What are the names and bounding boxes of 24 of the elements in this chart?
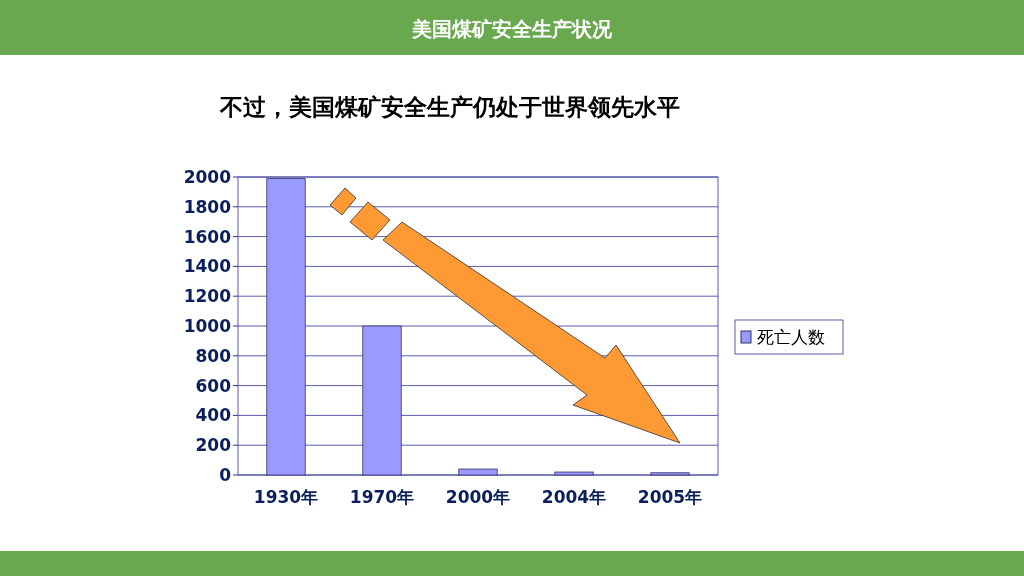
y-tick-label: 400 [195,405,232,426]
y-tick-label: 1400 [183,256,232,277]
legend-label: 死亡人数 [757,327,825,347]
bar [458,468,498,476]
y-tick-label: 0 [219,464,232,485]
bar [554,471,594,476]
y-tick-label: 1200 [183,286,232,307]
chart-subtitle: 不过，美国煤矿安全生产仍处于世界领先水平 [219,94,680,120]
y-tick-label: 600 [195,375,232,396]
bar [650,472,690,476]
x-tick-label: 2000年 [445,487,511,507]
y-tick-label: 1600 [183,226,232,247]
x-tick-label: 1930年 [253,487,319,507]
bar [266,178,306,476]
chart-title: 美国煤矿安全生产状况 [411,17,613,41]
x-tick-label: 2005年 [637,487,703,507]
bar [362,325,402,476]
y-tick-label: 800 [195,345,232,366]
y-tick-label: 200 [195,435,232,456]
x-tick-label: 1970年 [349,487,415,507]
y-tick-label: 2000 [183,166,232,187]
x-tick-label: 2004年 [541,487,607,507]
y-tick-label: 1000 [183,315,232,336]
y-tick-label: 1800 [183,196,232,217]
